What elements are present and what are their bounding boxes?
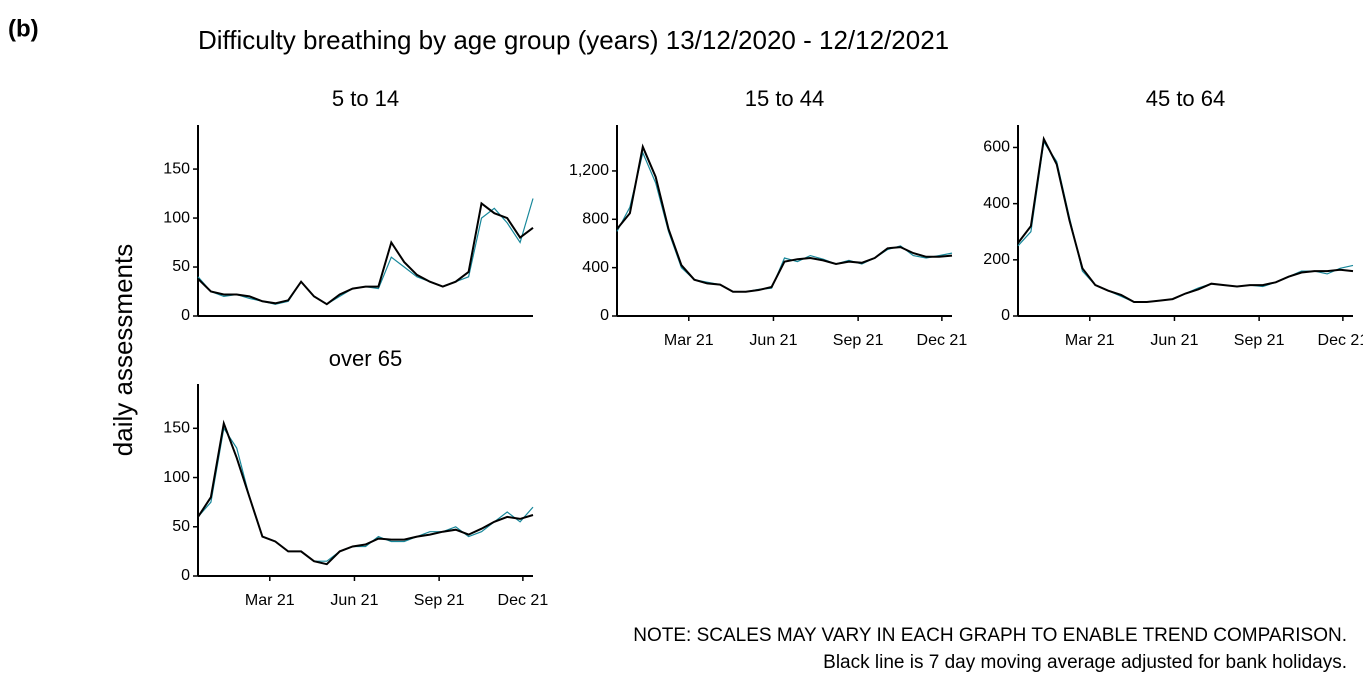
y-tick-label: 1,200 xyxy=(569,162,609,179)
note: NOTE: SCALES MAY VARY IN EACH GRAPH TO E… xyxy=(633,625,1347,646)
y-tick-label: 600 xyxy=(983,139,1010,156)
y-tick-label: 100 xyxy=(163,209,190,226)
x-tick-label: Mar 21 xyxy=(245,592,295,609)
x-tick-label: Mar 21 xyxy=(1065,332,1115,349)
y-tick-label: 0 xyxy=(1001,307,1010,324)
y-tick-label: 400 xyxy=(983,195,1010,212)
y-tick-label: 400 xyxy=(582,259,609,276)
data-line xyxy=(197,198,534,305)
y-tick-label: 0 xyxy=(600,307,609,324)
panel-label: (b) xyxy=(8,15,39,42)
panel-title: over 65 xyxy=(329,346,402,371)
data-line xyxy=(616,143,953,293)
chart-title: Difficulty breathing by age group (years… xyxy=(198,25,949,55)
x-tick-label: Jun 21 xyxy=(330,592,378,609)
x-tick-label: Sep 21 xyxy=(833,332,884,349)
data-line xyxy=(1017,140,1354,303)
x-tick-label: Jun 21 xyxy=(1150,332,1198,349)
data-line xyxy=(1017,135,1354,303)
y-tick-label: 50 xyxy=(172,518,190,535)
panel-title: 45 to 64 xyxy=(1146,86,1226,111)
x-tick-label: Dec 21 xyxy=(917,332,968,349)
y-tick-label: 150 xyxy=(163,420,190,437)
y-tick-label: 150 xyxy=(163,160,190,177)
panel-title: 15 to 44 xyxy=(745,86,825,111)
data-line xyxy=(197,419,534,566)
y-tick-label: 100 xyxy=(163,469,190,486)
x-tick-label: Sep 21 xyxy=(414,592,465,609)
y-tick-label: 200 xyxy=(983,251,1010,268)
y-tick-label: 0 xyxy=(181,307,190,324)
y-tick-label: 800 xyxy=(582,211,609,228)
x-tick-label: Sep 21 xyxy=(1234,332,1285,349)
x-tick-label: Jun 21 xyxy=(749,332,797,349)
y-tick-label: 50 xyxy=(172,258,190,275)
note: Black line is 7 day moving average adjus… xyxy=(823,652,1347,673)
x-tick-label: Dec 21 xyxy=(1318,332,1363,349)
x-tick-label: Mar 21 xyxy=(664,332,714,349)
panel-title: 5 to 14 xyxy=(332,86,399,111)
data-line xyxy=(197,201,534,306)
y-axis-label: daily assessments xyxy=(108,244,138,456)
y-tick-label: 0 xyxy=(181,567,190,584)
x-tick-label: Dec 21 xyxy=(498,592,549,609)
